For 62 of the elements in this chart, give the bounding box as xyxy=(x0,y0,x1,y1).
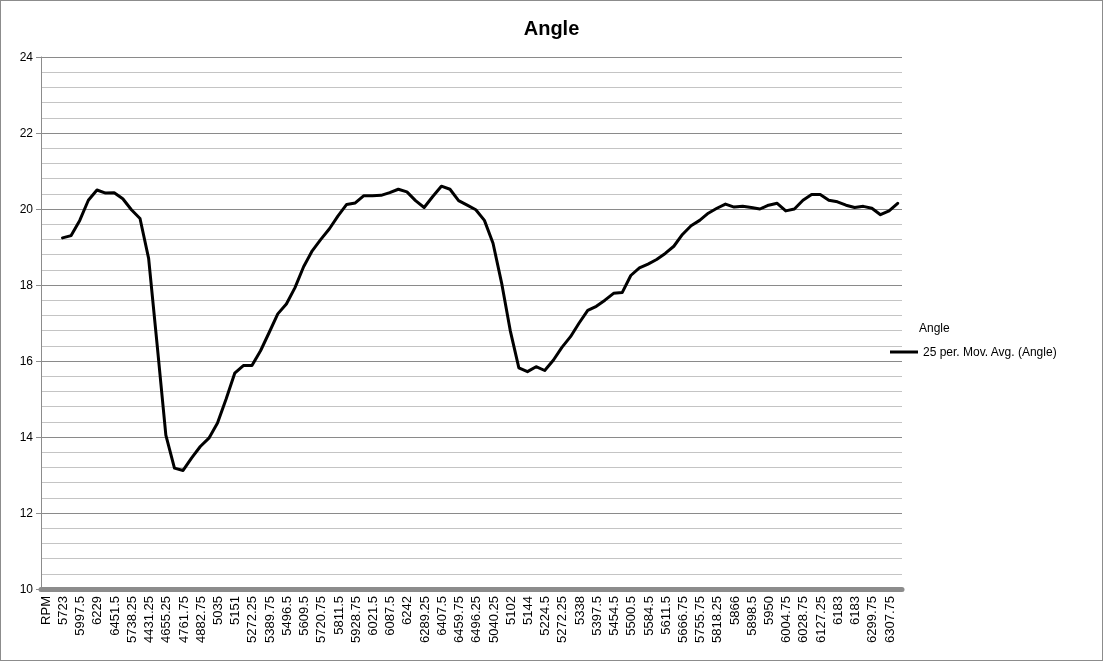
y-tick-label: 18 xyxy=(19,278,34,292)
x-tick-label: 6183 xyxy=(847,596,863,625)
x-tick-label: 4655.25 xyxy=(158,596,174,643)
x-tick-label: 5755.75 xyxy=(692,596,708,643)
x-tick-label: 5102 xyxy=(502,596,518,625)
x-tick-label: 6127.25 xyxy=(812,596,828,643)
x-tick-label: 5454.5 xyxy=(606,596,622,636)
x-tick-label: 6299.75 xyxy=(864,596,880,643)
y-tick-label: 16 xyxy=(19,354,34,368)
x-tick-label: 4882.75 xyxy=(192,596,208,643)
x-tick-label: 5720.75 xyxy=(313,596,329,643)
x-tick-label: 5950 xyxy=(761,596,777,625)
x-tick-label: 6496.25 xyxy=(468,596,484,643)
x-tick-label: RPM xyxy=(37,596,53,625)
x-tick-label: 6021.5 xyxy=(364,596,380,636)
y-tick-label: 12 xyxy=(19,506,34,520)
x-tick-label: 5928.75 xyxy=(347,596,363,643)
x-tick-label: 5272.25 xyxy=(244,596,260,643)
x-tick-label: 5666.75 xyxy=(674,596,690,643)
y-tick-label: 24 xyxy=(19,50,34,64)
x-tick-label: 5866 xyxy=(726,596,742,625)
x-tick-label: 5397.5 xyxy=(588,596,604,636)
x-tick-label: 5811.5 xyxy=(330,596,346,635)
x-tick-label: 5818.25 xyxy=(709,596,725,643)
x-tick-label: 5898.5 xyxy=(743,596,759,636)
x-tick-label: 5144 xyxy=(519,596,535,625)
x-tick-label: 5609.5 xyxy=(296,596,312,636)
x-tick-label: 5035 xyxy=(210,596,226,625)
x-tick-label: 4761.75 xyxy=(175,596,191,643)
x-tick-label: 5997.5 xyxy=(72,596,88,636)
legend-title: Angle xyxy=(919,321,951,335)
x-tick-label: 5738.25 xyxy=(123,596,139,643)
x-tick-label: 5500.5 xyxy=(623,596,639,636)
y-tick-label: 22 xyxy=(19,126,34,140)
x-tick-label: 5496.5 xyxy=(278,596,294,636)
y-tick-label: 20 xyxy=(19,202,34,216)
chart-title: Angle xyxy=(523,17,580,39)
x-tick-label: 5389.75 xyxy=(261,596,277,643)
x-tick-label: 6451.5 xyxy=(106,596,122,636)
x-tick-label: 5338 xyxy=(571,596,587,625)
x-tick-label: 6407.5 xyxy=(433,596,449,636)
y-tick-label: 10 xyxy=(19,582,34,596)
x-tick-label: 6289.25 xyxy=(416,596,432,643)
x-tick-label: 5040.25 xyxy=(485,596,501,643)
x-tick-label: 6028.75 xyxy=(795,596,811,643)
x-tick-label: 6307.75 xyxy=(881,596,897,643)
legend-label: 25 per. Mov. Avg. (Angle) xyxy=(923,345,1057,359)
x-tick-label: 6087.5 xyxy=(382,596,398,636)
x-tick-label: 5584.5 xyxy=(640,596,656,636)
x-tick-label: 5224.5 xyxy=(537,596,553,636)
x-tick-label: 6459.75 xyxy=(451,596,467,643)
x-tick-label: 6242 xyxy=(399,596,415,625)
x-tick-label: 5272.25 xyxy=(554,596,570,643)
x-tick-label: 6229 xyxy=(89,596,105,625)
x-tick-label: 5151 xyxy=(227,596,243,625)
x-tick-label: 5723 xyxy=(55,596,71,625)
x-tick-label: 6183 xyxy=(829,596,845,625)
x-tick-label: 5611.5 xyxy=(657,596,673,635)
x-tick-label: 4431.25 xyxy=(141,596,157,643)
x-tick-label: 6004.75 xyxy=(778,596,794,643)
line-series xyxy=(61,184,900,472)
y-tick-label: 14 xyxy=(19,430,34,444)
